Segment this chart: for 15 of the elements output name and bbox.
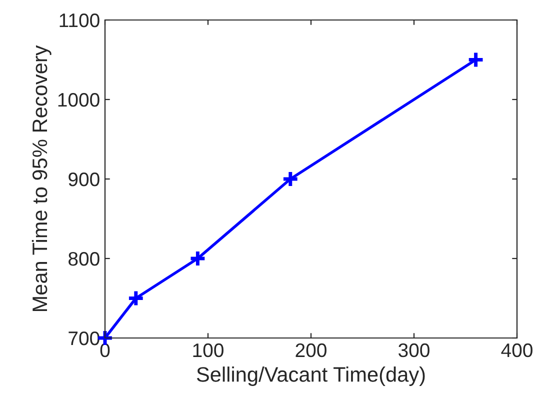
point [282, 170, 300, 188]
y-tick-label: 700 [68, 331, 100, 346]
x-axis-title: Selling/Vacant Time(day) [196, 366, 425, 386]
y-tick-label: 900 [68, 172, 100, 186]
y-tick-label: 800 [68, 252, 100, 266]
x-tick-label: 200 [296, 343, 326, 358]
point [127, 290, 145, 307]
y-tick-label: 1100 [60, 13, 100, 28]
y-tick-label: 1000 [58, 92, 100, 107]
x-tick-label: 400 [501, 343, 532, 358]
point [189, 250, 206, 268]
x-tick-label: 100 [193, 343, 224, 358]
y-axis-title: Mean Time to 95% Recovery [32, 45, 52, 312]
point [467, 51, 484, 68]
x-tick-label: 300 [398, 343, 430, 358]
